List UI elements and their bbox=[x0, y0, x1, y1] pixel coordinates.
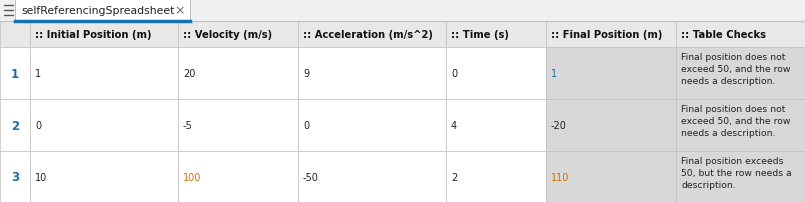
Bar bbox=[446, 151, 546, 202]
Bar bbox=[30, 48, 178, 100]
Text: :: Velocity (m/s): :: Velocity (m/s) bbox=[183, 30, 272, 40]
Bar bbox=[0, 48, 30, 100]
Bar bbox=[446, 48, 546, 100]
Text: 4: 4 bbox=[451, 120, 457, 130]
Bar bbox=[178, 151, 298, 202]
Bar bbox=[676, 151, 805, 202]
Bar bbox=[676, 22, 805, 48]
Text: :: Table Checks: :: Table Checks bbox=[681, 30, 766, 40]
Text: :: Final Position (m): :: Final Position (m) bbox=[551, 30, 663, 40]
Bar bbox=[298, 100, 446, 151]
Bar bbox=[298, 22, 446, 48]
Text: selfReferencingSpreadsheet: selfReferencingSpreadsheet bbox=[21, 6, 175, 16]
Bar bbox=[446, 22, 546, 48]
Text: :: Time (s): :: Time (s) bbox=[451, 30, 509, 40]
Bar bbox=[178, 100, 298, 151]
Text: 1: 1 bbox=[35, 69, 41, 79]
Bar bbox=[178, 48, 298, 100]
Bar bbox=[30, 100, 178, 151]
Text: 2: 2 bbox=[11, 119, 19, 132]
Bar bbox=[546, 22, 676, 48]
Text: :: Acceleration (m/s^2): :: Acceleration (m/s^2) bbox=[303, 30, 433, 40]
Bar bbox=[0, 151, 30, 202]
Bar bbox=[546, 100, 676, 151]
Text: Final position does not
exceed 50, and the row
needs a description.: Final position does not exceed 50, and t… bbox=[681, 104, 791, 138]
Text: 1: 1 bbox=[551, 69, 557, 79]
Bar bbox=[178, 22, 298, 48]
Text: 100: 100 bbox=[183, 172, 201, 182]
Text: 0: 0 bbox=[35, 120, 41, 130]
Text: ×: × bbox=[175, 4, 185, 17]
Bar bbox=[0, 22, 30, 48]
Bar bbox=[546, 48, 676, 100]
Bar bbox=[446, 100, 546, 151]
Text: 2: 2 bbox=[451, 172, 457, 182]
Text: 9: 9 bbox=[303, 69, 309, 79]
Text: -5: -5 bbox=[183, 120, 192, 130]
Bar bbox=[0, 0, 805, 22]
Text: -50: -50 bbox=[303, 172, 319, 182]
Bar bbox=[15, 0, 190, 22]
Bar bbox=[30, 151, 178, 202]
Bar bbox=[546, 151, 676, 202]
Text: 110: 110 bbox=[551, 172, 569, 182]
Text: 0: 0 bbox=[451, 69, 457, 79]
Text: Final position exceeds
50, but the row needs a
description.: Final position exceeds 50, but the row n… bbox=[681, 156, 792, 189]
Bar bbox=[676, 100, 805, 151]
Text: 3: 3 bbox=[11, 171, 19, 184]
Bar bbox=[30, 22, 178, 48]
Text: Final position does not
exceed 50, and the row
needs a description.: Final position does not exceed 50, and t… bbox=[681, 53, 791, 86]
Text: 0: 0 bbox=[303, 120, 309, 130]
Text: 1: 1 bbox=[11, 67, 19, 80]
Text: :: Initial Position (m): :: Initial Position (m) bbox=[35, 30, 151, 40]
Bar bbox=[298, 151, 446, 202]
Bar bbox=[676, 48, 805, 100]
Text: -20: -20 bbox=[551, 120, 567, 130]
Bar bbox=[298, 48, 446, 100]
Bar bbox=[0, 100, 30, 151]
Text: 20: 20 bbox=[183, 69, 196, 79]
Text: 10: 10 bbox=[35, 172, 47, 182]
